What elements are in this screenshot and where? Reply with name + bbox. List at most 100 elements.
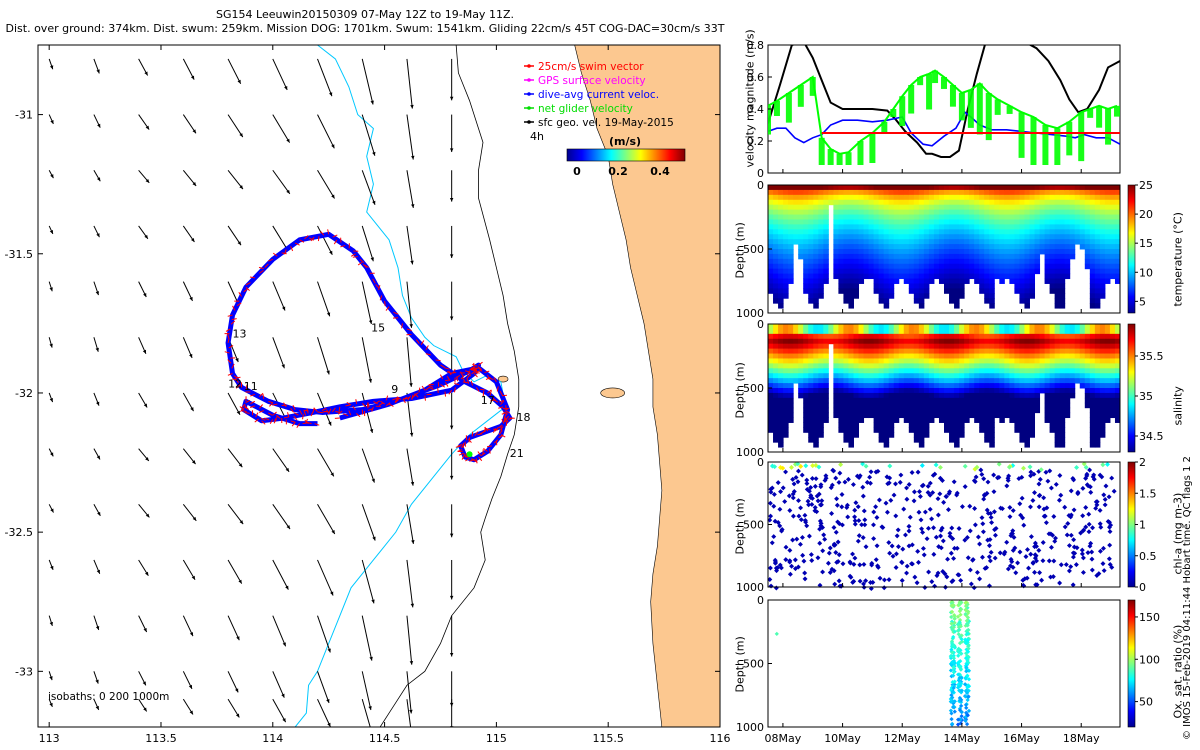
section-cell <box>783 224 789 230</box>
x-tick-label: 12May <box>884 732 921 745</box>
section-cell <box>1099 417 1106 423</box>
section-cell <box>1004 383 1010 389</box>
section-cell <box>818 402 824 409</box>
ox-sample <box>951 653 956 658</box>
section-cell <box>1084 392 1091 399</box>
section-cell <box>1004 392 1010 399</box>
section-cell <box>858 244 865 250</box>
section-cell <box>974 268 980 275</box>
section-cell <box>1009 199 1015 206</box>
chl-sample <box>831 568 837 574</box>
x-tick-label: 10May <box>824 732 861 745</box>
section-cell <box>969 378 975 384</box>
section-cell <box>918 388 925 394</box>
swim-vector <box>276 414 281 419</box>
section-cell <box>1059 199 1066 206</box>
section-cell <box>1089 244 1096 250</box>
chl-sample <box>829 482 835 488</box>
section-cell <box>823 209 829 216</box>
chl-sample <box>943 493 949 499</box>
geo-vector <box>93 671 99 684</box>
section-cell <box>928 343 935 350</box>
section-cell <box>1024 303 1030 309</box>
section-cell <box>1084 353 1091 359</box>
section-cell <box>778 224 784 230</box>
section-cell <box>979 278 985 284</box>
section-cell <box>818 273 824 280</box>
section-cell <box>938 417 945 423</box>
chl-sample <box>940 569 946 574</box>
section-cell <box>1034 204 1041 211</box>
section-cell <box>949 298 955 304</box>
section-cell <box>803 397 809 404</box>
geo-vector <box>227 615 240 641</box>
section-cell <box>969 333 975 340</box>
section-cell <box>984 338 990 345</box>
section-cell <box>1019 363 1025 369</box>
chl-sample <box>1019 495 1025 501</box>
section-cell <box>928 402 935 409</box>
section-cell <box>843 432 849 438</box>
chl-sample <box>887 475 893 481</box>
chl-sample <box>778 489 784 495</box>
geo-vector <box>406 504 415 544</box>
section-cell <box>979 263 985 270</box>
section-cell <box>818 214 824 220</box>
section-cell <box>858 412 865 419</box>
geo-vector <box>317 698 331 727</box>
swim-vector <box>471 431 474 437</box>
legend-marker <box>527 92 531 96</box>
chl-sample <box>1028 551 1034 557</box>
chl-sample <box>883 500 889 506</box>
section-cell <box>838 338 844 345</box>
swim-vector <box>484 370 490 374</box>
chl-sample <box>970 557 976 563</box>
chl-sample <box>860 484 866 490</box>
section-cell <box>803 199 809 206</box>
chl-sample <box>1053 481 1059 487</box>
section-cell <box>1059 278 1066 284</box>
swim-vector <box>227 337 230 343</box>
section-cell <box>964 328 970 335</box>
section-cell <box>908 224 915 230</box>
section-cell <box>974 383 980 389</box>
swim-vector <box>425 386 430 391</box>
section-cell <box>984 343 990 350</box>
section-cell <box>883 209 890 216</box>
section-cell <box>803 338 809 345</box>
section-cell <box>959 432 965 438</box>
geo-vector <box>182 392 194 412</box>
section-cell <box>918 185 925 191</box>
section-cell <box>1059 189 1066 196</box>
section-cell <box>944 383 950 389</box>
section-cell <box>1024 273 1030 280</box>
chl-sample <box>767 517 773 523</box>
section-cell <box>1014 388 1020 394</box>
section-cell <box>773 402 779 409</box>
section-cell <box>1049 328 1056 335</box>
section-cell <box>1034 368 1041 374</box>
chl-sample <box>817 540 823 546</box>
section-cell <box>1009 353 1015 359</box>
section-cell <box>878 298 885 304</box>
section-cell <box>878 417 885 423</box>
section-cell <box>1099 268 1106 275</box>
chl-sample <box>792 557 798 563</box>
section-cell <box>788 328 794 335</box>
section-cell <box>893 268 900 275</box>
section-cell <box>1109 373 1116 379</box>
section-cell <box>1114 185 1121 191</box>
section-cell <box>1094 273 1101 280</box>
section-cell <box>893 392 900 399</box>
swim-vector <box>243 288 249 293</box>
section-cell <box>969 263 975 270</box>
section-cell <box>964 278 970 284</box>
section-cell <box>783 249 789 255</box>
section-cell <box>788 333 794 340</box>
section-cell <box>1019 283 1025 289</box>
geo-vector <box>361 281 373 325</box>
section-cell <box>984 407 990 414</box>
chl-sample <box>945 507 951 513</box>
section-cell <box>1089 249 1096 255</box>
section-cell <box>928 392 935 399</box>
